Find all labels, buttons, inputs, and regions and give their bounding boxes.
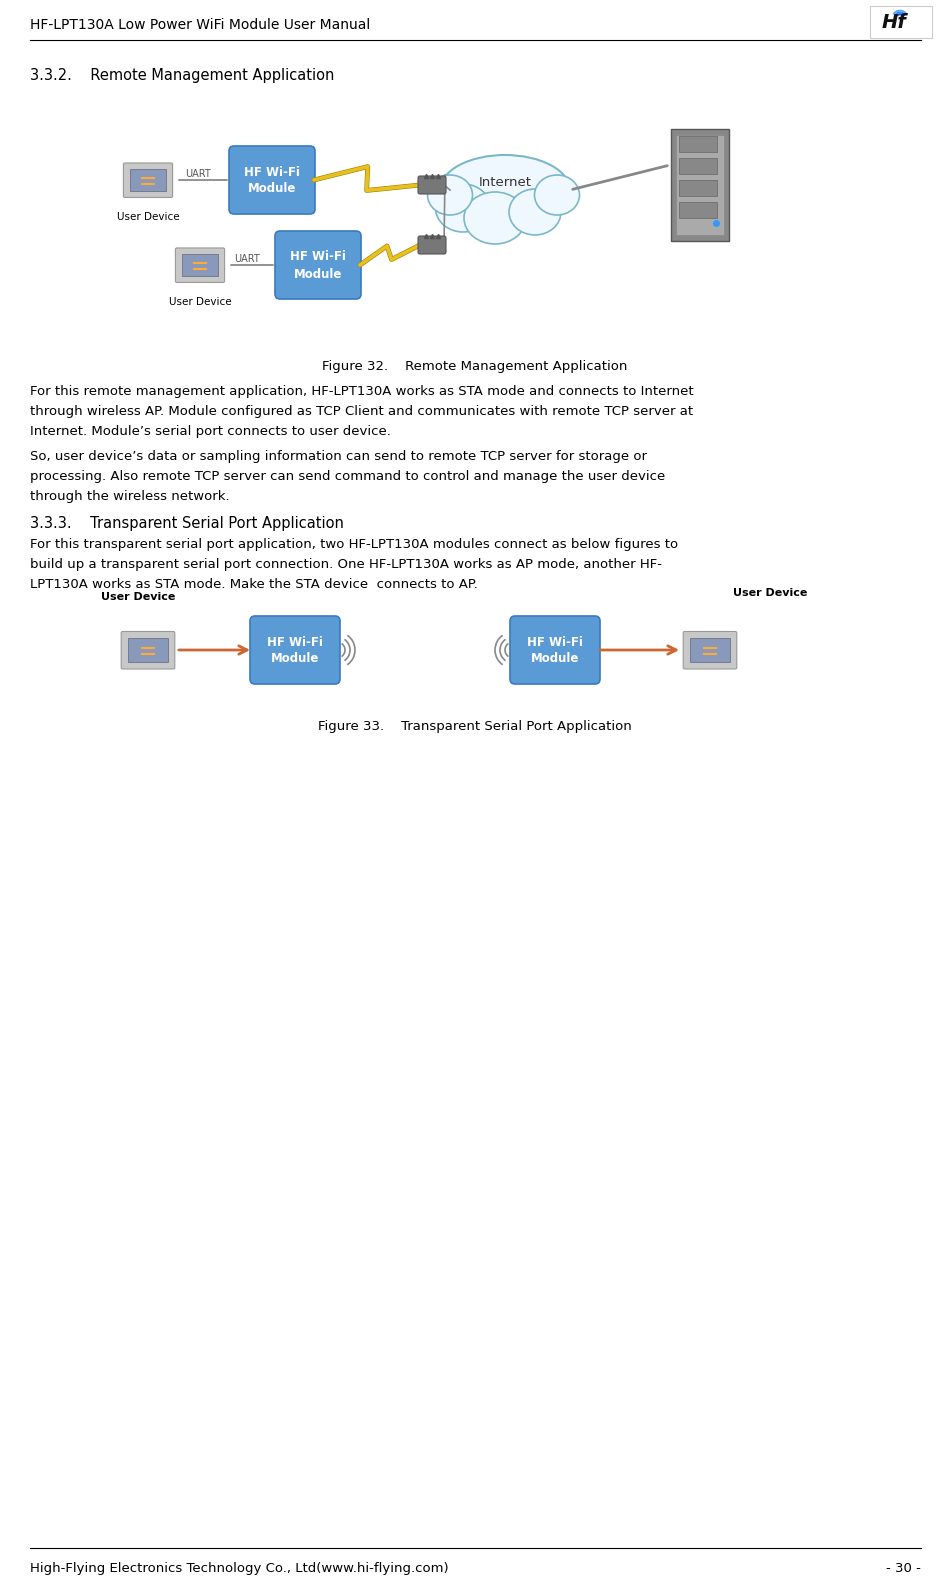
Ellipse shape — [534, 174, 579, 216]
Ellipse shape — [464, 192, 526, 244]
Ellipse shape — [509, 189, 561, 235]
Text: HF Wi-Fi: HF Wi-Fi — [244, 165, 300, 179]
Text: UART: UART — [234, 254, 260, 265]
FancyBboxPatch shape — [679, 201, 717, 219]
FancyBboxPatch shape — [510, 617, 600, 685]
Text: HF Wi-Fi: HF Wi-Fi — [267, 636, 323, 648]
Text: processing. Also remote TCP server can send command to control and manage the us: processing. Also remote TCP server can s… — [30, 471, 666, 483]
Text: Internet. Module’s serial port connects to user device.: Internet. Module’s serial port connects … — [30, 425, 391, 437]
FancyBboxPatch shape — [130, 168, 166, 192]
Text: For this remote management application, HF-LPT130A works as STA mode and connect: For this remote management application, … — [30, 385, 693, 398]
FancyBboxPatch shape — [418, 176, 446, 193]
FancyBboxPatch shape — [679, 158, 717, 174]
FancyBboxPatch shape — [128, 637, 167, 663]
FancyBboxPatch shape — [418, 236, 446, 254]
Text: 3.3.2.    Remote Management Application: 3.3.2. Remote Management Application — [30, 68, 335, 82]
Text: Figure 33.    Transparent Serial Port Application: Figure 33. Transparent Serial Port Appli… — [319, 720, 631, 732]
Text: Hf: Hf — [882, 13, 907, 32]
Text: Module: Module — [248, 182, 296, 195]
Ellipse shape — [440, 155, 570, 225]
FancyBboxPatch shape — [250, 617, 340, 685]
Text: HF Wi-Fi: HF Wi-Fi — [290, 250, 346, 263]
Ellipse shape — [436, 184, 491, 231]
FancyBboxPatch shape — [121, 631, 175, 669]
Text: build up a transparent serial port connection. One HF-LPT130A works as AP mode, : build up a transparent serial port conne… — [30, 558, 662, 571]
Text: For this transparent serial port application, two HF-LPT130A modules connect as : For this transparent serial port applica… — [30, 537, 678, 552]
Text: User Device: User Device — [101, 593, 175, 602]
FancyBboxPatch shape — [870, 6, 932, 38]
Text: User Device: User Device — [117, 212, 180, 222]
Text: Internet: Internet — [478, 176, 532, 189]
FancyBboxPatch shape — [679, 136, 717, 152]
Text: - 30 -: - 30 - — [886, 1561, 921, 1575]
FancyBboxPatch shape — [676, 135, 724, 235]
FancyBboxPatch shape — [679, 181, 717, 197]
Ellipse shape — [428, 174, 473, 216]
FancyBboxPatch shape — [182, 254, 218, 276]
Text: High-Flying Electronics Technology Co., Ltd(www.hi-flying.com): High-Flying Electronics Technology Co., … — [30, 1561, 449, 1575]
Text: HF Wi-Fi: HF Wi-Fi — [527, 636, 583, 648]
Text: 3.3.3.    Transparent Serial Port Application: 3.3.3. Transparent Serial Port Applicati… — [30, 517, 344, 531]
Text: HF-LPT130A Low Power WiFi Module User Manual: HF-LPT130A Low Power WiFi Module User Ma… — [30, 17, 370, 32]
FancyBboxPatch shape — [683, 631, 737, 669]
Text: User Device: User Device — [733, 588, 807, 598]
Text: LPT130A works as STA mode. Make the STA device  connects to AP.: LPT130A works as STA mode. Make the STA … — [30, 579, 477, 591]
Text: Module: Module — [271, 653, 320, 666]
Text: So, user device’s data or sampling information can send to remote TCP server for: So, user device’s data or sampling infor… — [30, 450, 647, 463]
Text: UART: UART — [185, 170, 211, 179]
Text: Module: Module — [531, 653, 579, 666]
Text: Figure 32.    Remote Management Application: Figure 32. Remote Management Application — [322, 360, 628, 372]
Text: Module: Module — [294, 268, 342, 281]
Text: User Device: User Device — [168, 296, 231, 307]
Text: through wireless AP. Module configured as TCP Client and communicates with remot: through wireless AP. Module configured a… — [30, 406, 693, 418]
FancyBboxPatch shape — [124, 163, 172, 198]
Text: through the wireless network.: through the wireless network. — [30, 490, 229, 502]
FancyBboxPatch shape — [175, 247, 224, 282]
FancyBboxPatch shape — [275, 231, 361, 300]
FancyBboxPatch shape — [671, 128, 729, 241]
FancyBboxPatch shape — [229, 146, 315, 214]
FancyBboxPatch shape — [690, 637, 729, 663]
